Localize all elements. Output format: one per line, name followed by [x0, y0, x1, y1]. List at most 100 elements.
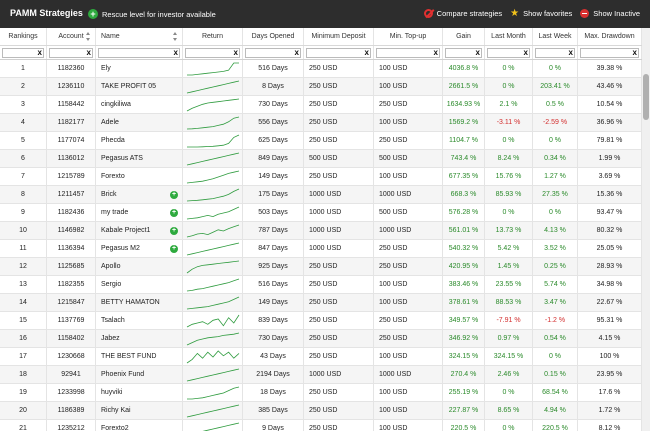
clear-filter-icon[interactable]: x: [364, 47, 369, 57]
cell-account: 1182360: [47, 60, 96, 77]
header-minimum-deposit[interactable]: Minimum Deposit: [304, 28, 374, 45]
filter-input[interactable]: x: [376, 47, 440, 58]
header-rankings[interactable]: Rankings: [0, 28, 47, 45]
sort-icon[interactable]: [173, 32, 178, 41]
table-row[interactable]: 12 1125685 Apollo 925 Days 250 USD 250 USD 420…: [0, 258, 642, 276]
table-row[interactable]: 19 1233998 huyviki 18 Days 250 USD 100 USD 255…: [0, 384, 642, 402]
cell-return: [183, 330, 243, 347]
cell-last-week: 3.47 %: [533, 294, 578, 311]
table-row[interactable]: 5 1177074 Phecda 625 Days 250 USD 250 USD 1104…: [0, 132, 642, 150]
filter-input[interactable]: x: [306, 47, 371, 58]
header-label: Last Week: [538, 33, 572, 40]
table-row[interactable]: 15 1137769 Tsalach 839 Days 250 USD 250 USD 34…: [0, 312, 642, 330]
clear-filter-icon[interactable]: x: [568, 47, 573, 57]
cell-value: 2.1 %: [499, 101, 518, 108]
sort-icon[interactable]: [86, 32, 91, 41]
rescue-legend-label: Rescue level for investor available: [102, 9, 216, 19]
cell-value: 9: [21, 209, 25, 216]
cell-min-top-up: 100 USD: [374, 60, 443, 77]
cell-rankings: 3: [0, 96, 47, 113]
clear-filter-icon[interactable]: x: [433, 47, 438, 57]
clear-filter-icon[interactable]: x: [632, 47, 637, 57]
table-row[interactable]: 10 1146982 Kabale Project1 +787 Days 1000 US…: [0, 222, 642, 240]
star-icon[interactable]: ★: [510, 8, 520, 19]
clear-filter-icon[interactable]: x: [37, 47, 42, 57]
table-row[interactable]: 20 1186389 Richy Kai 385 Days 250 USD 100 USD…: [0, 402, 642, 420]
sparkline-path: [186, 116, 239, 129]
cell-value: 1186389: [57, 407, 85, 414]
header-last-week[interactable]: Last Week: [533, 28, 578, 45]
header-max-drawdown[interactable]: Max. Drawdown: [578, 28, 642, 45]
show-inactive-link[interactable]: Show Inactive: [593, 9, 640, 18]
cell-value: 4: [21, 119, 25, 126]
cell-last-week: 0.5 %: [533, 96, 578, 113]
header-account[interactable]: Account: [47, 28, 96, 45]
sparkline-path: [186, 296, 239, 309]
cell-name: cingkiliwa: [96, 96, 183, 113]
cell-days-opened: 730 Days: [243, 330, 304, 347]
table-row[interactable]: 13 1182355 Sergio 516 Days 250 USD 100 USD 383…: [0, 276, 642, 294]
header-days-opened[interactable]: Days Opened: [243, 28, 304, 45]
header-name[interactable]: Name: [96, 28, 183, 45]
inactive-icon[interactable]: [580, 9, 590, 18]
cell-max-drawdown: 10.54 %: [578, 96, 642, 113]
header-min-top-up[interactable]: Min. Top-up: [374, 28, 443, 45]
table-row[interactable]: 6 1136012 Pegasus ATS 849 Days 500 USD 500 US…: [0, 150, 642, 168]
cell-value: 250 USD: [379, 101, 408, 108]
table-row[interactable]: 3 1158442 cingkiliwa 730 Days 250 USD 250 USD…: [0, 96, 642, 114]
filter-last-week: x: [533, 46, 578, 59]
cell-value: 1.45 %: [497, 263, 520, 270]
cell-value: 100 USD: [379, 407, 408, 414]
table-row[interactable]: 7 1215789 Forexto 149 Days 250 USD 100 USD 677…: [0, 168, 642, 186]
header-return[interactable]: Return: [183, 28, 243, 45]
filter-input[interactable]: x: [535, 47, 575, 58]
clear-filter-icon[interactable]: x: [475, 47, 480, 57]
cell-value: 1.99 %: [598, 155, 621, 162]
cell-value: 1177074: [57, 137, 85, 144]
compare-icon[interactable]: [423, 9, 433, 18]
cell-min-top-up: 100 USD: [374, 384, 443, 401]
cell-value: 1233998: [57, 389, 85, 396]
table-row[interactable]: 21 1235212 Forexto2 9 Days 250 USD 100 USD 220…: [0, 420, 642, 431]
cell-last-month: 13.73 %: [485, 222, 533, 239]
table-row[interactable]: 14 1215847 BETTY HAMATON 149 Days 250 USD 100…: [0, 294, 642, 312]
filter-input[interactable]: x: [487, 47, 530, 58]
cell-value: 92941: [61, 371, 81, 378]
filter-gain: x: [443, 46, 485, 59]
cell-value: 100 USD: [379, 425, 408, 431]
clear-filter-icon[interactable]: x: [233, 47, 238, 57]
table-row[interactable]: 2 1236110 TAKE PROFIT 05 8 Days 250 USD 100 U…: [0, 78, 642, 96]
cell-gain: 349.57 %: [443, 312, 485, 329]
cell-days-opened: 730 Days: [243, 96, 304, 113]
table-row[interactable]: 11 1136394 Pegasus M2 +847 Days 1000 USD 250 …: [0, 240, 642, 258]
cell-min-top-up: 100 USD: [374, 276, 443, 293]
filter-input[interactable]: x: [245, 47, 301, 58]
table-row[interactable]: 1 1182360 Ely 516 Days 250 USD 100 USD 4036.8 …: [0, 60, 642, 78]
table-row[interactable]: 17 1230668 THE BEST FUND 43 Days 250 USD 100 …: [0, 348, 642, 366]
filter-input[interactable]: x: [185, 47, 240, 58]
compare-strategies-link[interactable]: Compare strategies: [436, 9, 503, 18]
cell-value: 516 Days: [258, 281, 288, 288]
table-row[interactable]: 9 1182436 my trade +503 Days 1000 USD 500 USD…: [0, 204, 642, 222]
scrollbar-thumb[interactable]: [643, 74, 649, 120]
filter-input[interactable]: x: [49, 47, 93, 58]
table-row[interactable]: 18 92941 Phoenix Fund 2194 Days 1000 USD 1000…: [0, 366, 642, 384]
filter-input[interactable]: x: [98, 47, 180, 58]
filter-input[interactable]: x: [580, 47, 639, 58]
header-last-month[interactable]: Last Month: [485, 28, 533, 45]
vertical-scrollbar[interactable]: [642, 28, 650, 431]
header-gain[interactable]: Gain: [443, 28, 485, 45]
table-row[interactable]: 4 1182177 Adele 556 Days 250 USD 100 USD 1569.…: [0, 114, 642, 132]
table-row[interactable]: 8 1211457 Brick +175 Days 1000 USD 1000 USD 66…: [0, 186, 642, 204]
cell-min-top-up: 100 USD: [374, 420, 443, 431]
clear-filter-icon[interactable]: x: [173, 47, 178, 57]
show-favorites-link[interactable]: Show favorites: [523, 9, 573, 18]
filter-input[interactable]: x: [2, 47, 44, 58]
filter-rankings: x: [0, 46, 47, 59]
clear-filter-icon[interactable]: x: [294, 47, 299, 57]
cell-name: Forexto2: [96, 420, 183, 431]
clear-filter-icon[interactable]: x: [523, 47, 528, 57]
clear-filter-icon[interactable]: x: [86, 47, 91, 57]
table-row[interactable]: 16 1158402 Jabez 730 Days 250 USD 250 USD 346.…: [0, 330, 642, 348]
filter-input[interactable]: x: [445, 47, 482, 58]
